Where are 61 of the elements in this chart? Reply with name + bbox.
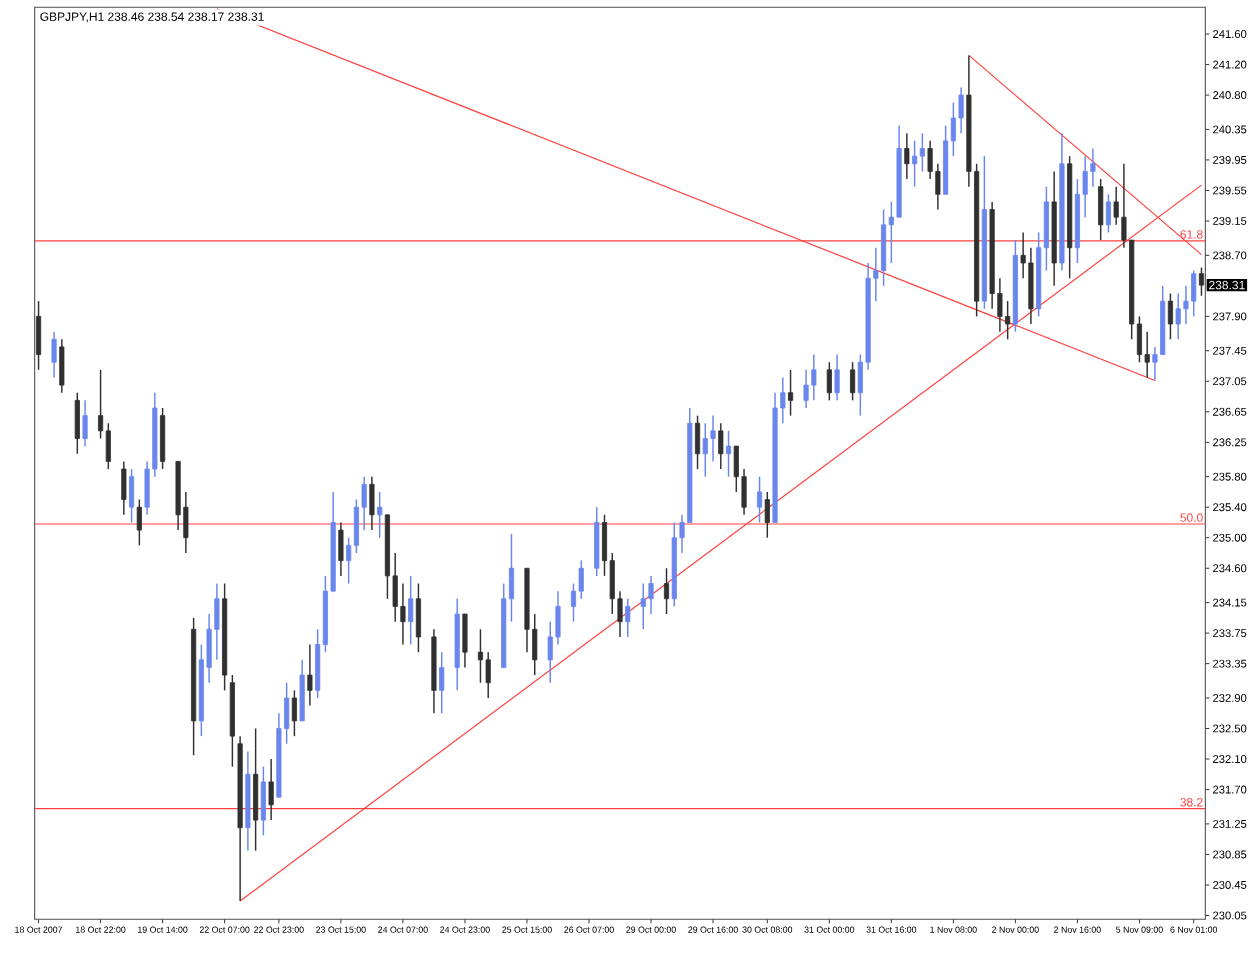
candlestick: [129, 468, 135, 524]
candlestick: [214, 582, 220, 661]
candlestick: [811, 353, 817, 402]
candlestick: [640, 582, 646, 631]
candlestick: [625, 598, 631, 638]
candlestick: [788, 369, 794, 417]
candlestick: [439, 651, 445, 714]
candlestick: [1098, 178, 1104, 241]
candlestick: [136, 498, 142, 547]
candlestick: [912, 140, 918, 188]
candlestick: [307, 643, 313, 707]
candlestick: [105, 422, 111, 470]
candlestick: [826, 361, 832, 402]
candlestick: [1167, 292, 1174, 341]
candlestick: [477, 628, 484, 684]
candlestick: [400, 582, 406, 646]
candlestick: [1028, 246, 1034, 325]
candlestick: [725, 430, 732, 478]
candlestick: [415, 582, 422, 653]
candlestick: [485, 651, 491, 699]
candlestick: [578, 559, 584, 600]
candlestick: [803, 369, 809, 409]
candlestick: [160, 407, 166, 470]
candlestick: [663, 567, 670, 615]
candlestick: [268, 758, 274, 821]
candlestick: [594, 506, 600, 577]
candlestick: [377, 491, 383, 539]
candlestick: [694, 414, 701, 470]
candlestick: [919, 132, 925, 173]
candlestick: [462, 613, 468, 669]
candlestick: [756, 475, 763, 524]
candlestick: [35, 300, 42, 371]
candlestick: [904, 132, 910, 180]
candlestick: [408, 575, 414, 646]
candlestick: [881, 208, 887, 287]
candlestick: [1005, 300, 1011, 341]
candlestick: [338, 521, 344, 577]
candlestick: [1175, 292, 1181, 341]
candlestick: [1191, 269, 1197, 318]
candlestick: [1105, 193, 1111, 234]
candlestick: [710, 414, 716, 463]
candlestick: [291, 689, 297, 737]
candlestick: [82, 399, 88, 447]
candlestick: [764, 491, 770, 539]
candlestick: [648, 575, 654, 615]
candlestick: [369, 475, 375, 531]
candlestick: [59, 338, 65, 394]
candlestick: [1144, 330, 1150, 379]
candlestick: [834, 353, 840, 402]
candlestick: [299, 659, 305, 722]
candlestick: [850, 361, 856, 402]
candlestick: [958, 86, 964, 134]
candlestick: [253, 727, 259, 852]
candlestick: [260, 765, 266, 837]
candlestick: [718, 422, 724, 470]
candlestick: [702, 422, 708, 478]
candlestick: [121, 460, 127, 516]
candlestick: [74, 391, 80, 455]
candlestick: [51, 330, 57, 379]
candlestick: [1198, 266, 1205, 297]
candlestick: [1090, 147, 1096, 188]
